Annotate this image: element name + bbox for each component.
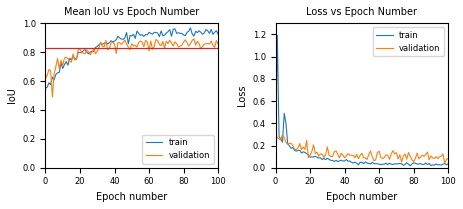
validation xyxy=(442,162,448,164)
validation xyxy=(273,133,278,136)
train xyxy=(215,33,221,35)
Legend: train, validation: train, validation xyxy=(143,135,214,164)
Line: validation: validation xyxy=(275,134,448,163)
train xyxy=(445,163,451,165)
validation xyxy=(124,43,129,45)
validation xyxy=(376,150,382,152)
validation xyxy=(402,153,408,155)
train xyxy=(275,34,280,37)
validation xyxy=(191,38,197,40)
train xyxy=(163,32,169,34)
train xyxy=(122,37,128,39)
validation xyxy=(174,42,180,45)
train xyxy=(55,71,60,74)
train xyxy=(404,162,410,164)
validation xyxy=(316,155,321,157)
Line: train: train xyxy=(275,36,448,166)
validation xyxy=(56,67,62,70)
train xyxy=(395,163,401,165)
train xyxy=(354,162,359,164)
Title: Loss vs Epoch Number: Loss vs Epoch Number xyxy=(307,7,417,17)
train xyxy=(188,27,193,29)
X-axis label: Epoch number: Epoch number xyxy=(96,192,168,202)
validation xyxy=(215,43,221,45)
Y-axis label: Loss: Loss xyxy=(237,85,247,106)
X-axis label: Epoch number: Epoch number xyxy=(326,192,398,202)
validation xyxy=(148,40,154,42)
train xyxy=(146,31,152,33)
validation xyxy=(165,42,171,45)
validation xyxy=(43,77,48,79)
validation xyxy=(352,157,358,159)
validation xyxy=(445,158,451,160)
Title: Mean IoU vs Epoch Number: Mean IoU vs Epoch Number xyxy=(64,7,200,17)
train xyxy=(318,157,323,159)
train xyxy=(287,145,292,147)
Y-axis label: IoU: IoU xyxy=(7,88,17,103)
Line: validation: validation xyxy=(45,39,218,97)
validation xyxy=(50,96,55,98)
validation xyxy=(394,151,399,154)
train xyxy=(378,164,384,166)
train xyxy=(407,165,413,167)
Legend: train, validation: train, validation xyxy=(373,27,444,56)
validation xyxy=(88,54,93,56)
train xyxy=(172,28,178,30)
Line: train: train xyxy=(45,28,218,88)
train xyxy=(86,53,91,55)
validation xyxy=(285,143,290,146)
train xyxy=(273,136,278,139)
train xyxy=(43,87,48,90)
